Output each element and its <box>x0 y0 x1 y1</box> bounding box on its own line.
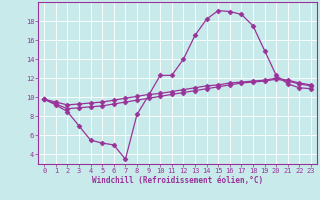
X-axis label: Windchill (Refroidissement éolien,°C): Windchill (Refroidissement éolien,°C) <box>92 176 263 185</box>
